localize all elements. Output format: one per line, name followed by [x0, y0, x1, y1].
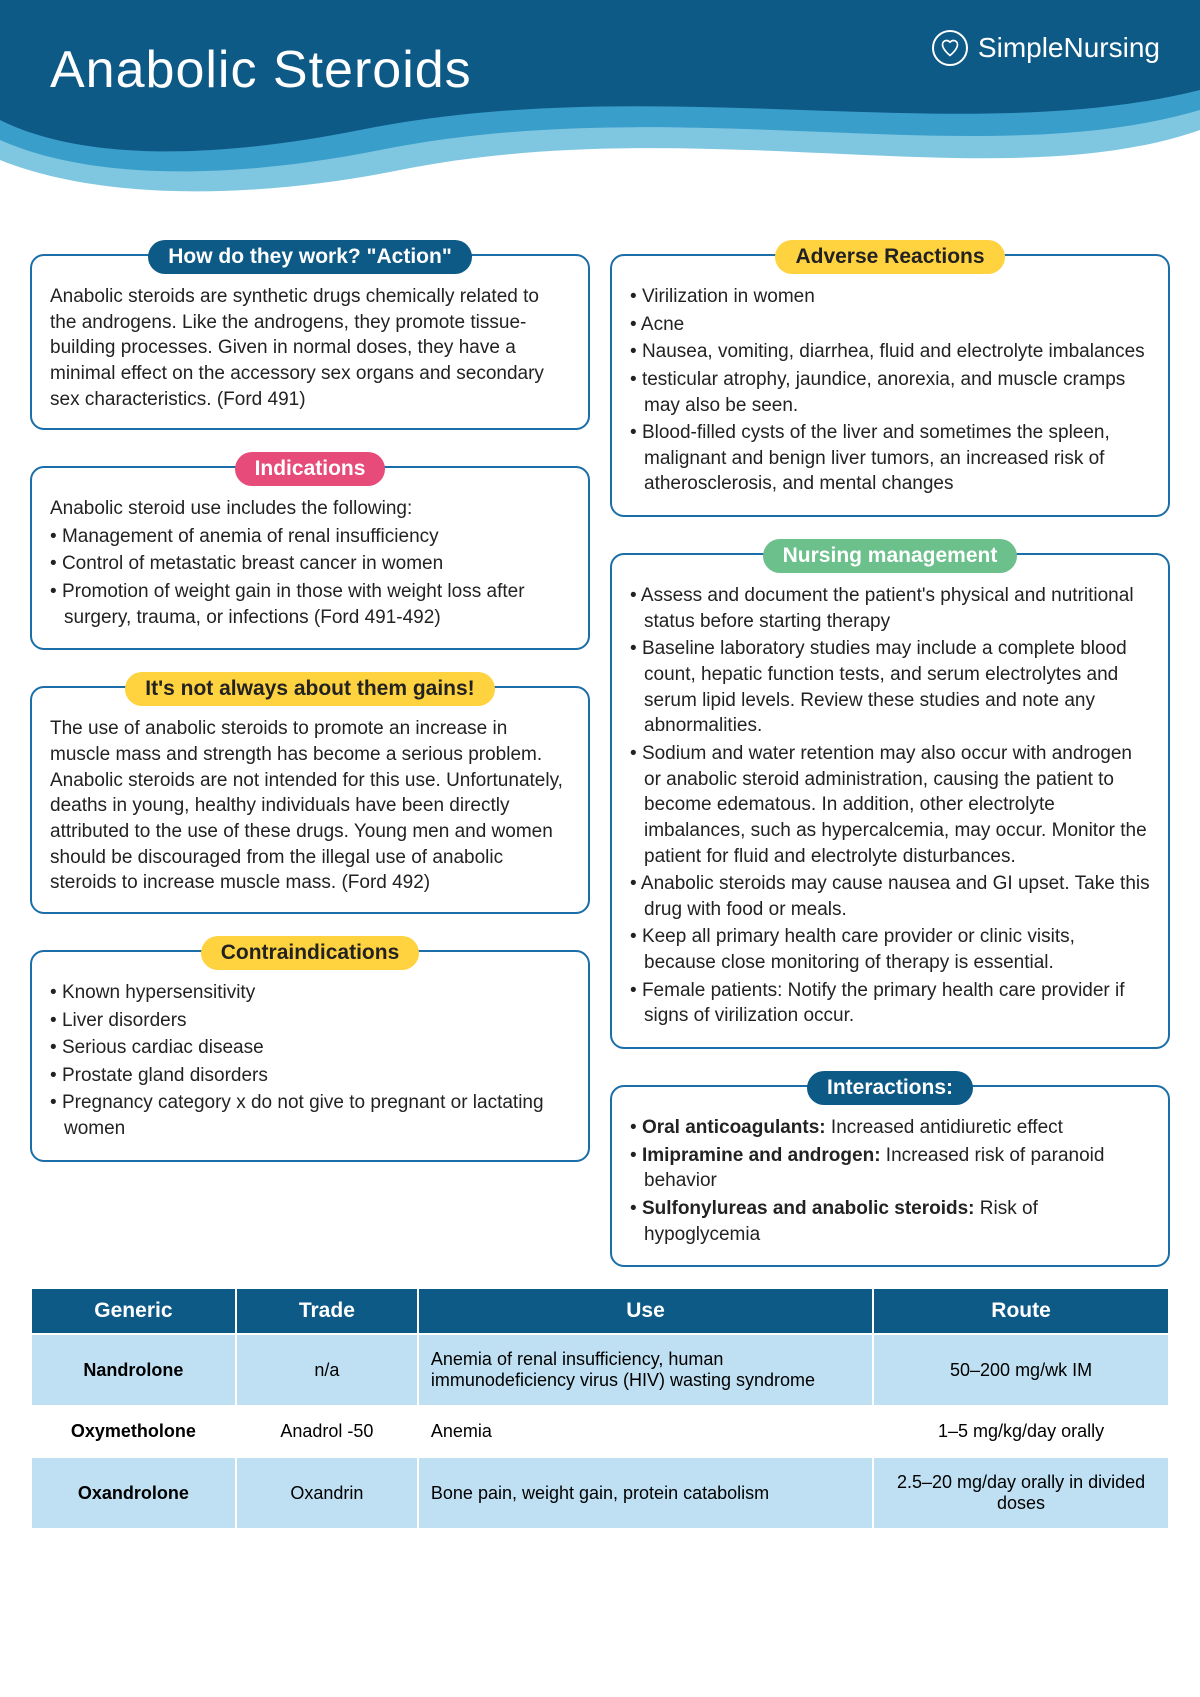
page-title: Anabolic Steroids: [50, 40, 472, 100]
list-item: Known hypersensitivity: [50, 980, 570, 1006]
table-cell: Nandrolone: [31, 1334, 236, 1406]
columns: How do they work? "Action" Anabolic ster…: [30, 240, 1170, 1267]
card-nursing: Nursing management Assess and document t…: [610, 553, 1170, 1049]
interaction-desc: Increased antidiuretic effect: [826, 1117, 1063, 1138]
list-item: Oral anticoagulants: Increased antidiure…: [630, 1115, 1150, 1141]
table-header-cell: Generic: [31, 1288, 236, 1334]
card-nursing-title: Nursing management: [763, 539, 1018, 573]
right-column: Adverse Reactions Virilization in womenA…: [610, 240, 1170, 1267]
drug-table-head: GenericTradeUseRoute: [31, 1288, 1169, 1334]
table-cell: Anadrol -50: [236, 1406, 418, 1457]
list-item: Acne: [630, 312, 1150, 338]
list-item: Prostate gland disorders: [50, 1063, 570, 1089]
table-header-cell: Trade: [236, 1288, 418, 1334]
list-item: Control of metastatic breast cancer in w…: [50, 551, 570, 577]
table-cell: 1–5 mg/kg/day orally: [873, 1406, 1169, 1457]
brand: SimpleNursing: [932, 30, 1160, 66]
contra-list: Known hypersensitivityLiver disordersSer…: [50, 980, 570, 1142]
card-action-body: Anabolic steroids are synthetic drugs ch…: [50, 284, 570, 412]
list-item: Baseline laboratory studies may include …: [630, 636, 1150, 739]
list-item: Management of anemia of renal insufficie…: [50, 524, 570, 550]
brand-heart-icon: [932, 30, 968, 66]
nursing-list: Assess and document the patient's physic…: [630, 583, 1150, 1029]
table-header-cell: Use: [418, 1288, 873, 1334]
card-interactions-body: Oral anticoagulants: Increased antidiure…: [630, 1115, 1150, 1247]
list-item: Anabolic steroids may cause nausea and G…: [630, 871, 1150, 922]
card-action-title: How do they work? "Action": [148, 240, 472, 274]
table-cell: 50–200 mg/wk IM: [873, 1334, 1169, 1406]
card-gains-body: The use of anabolic steroids to promote …: [50, 716, 570, 895]
drug-table-body: Nandrolonen/aAnemia of renal insufficien…: [31, 1334, 1169, 1529]
list-item: Promotion of weight gain in those with w…: [50, 579, 570, 630]
list-item: Serious cardiac disease: [50, 1035, 570, 1061]
card-interactions-title: Interactions:: [807, 1071, 973, 1105]
table-header-cell: Route: [873, 1288, 1169, 1334]
table-row: OxandroloneOxandrinBone pain, weight gai…: [31, 1457, 1169, 1529]
card-interactions: Interactions: Oral anticoagulants: Incre…: [610, 1085, 1170, 1267]
table-cell: Anemia of renal insufficiency, human imm…: [418, 1334, 873, 1406]
table-cell: Oxymetholone: [31, 1406, 236, 1457]
card-contra-title: Contraindications: [201, 936, 420, 970]
indications-list: Management of anemia of renal insufficie…: [50, 524, 570, 631]
card-indications: Indications Anabolic steroid use include…: [30, 466, 590, 650]
indications-intro: Anabolic steroid use includes the follow…: [50, 496, 570, 522]
list-item: Female patients: Notify the primary heal…: [630, 978, 1150, 1029]
list-item: Assess and document the patient's physic…: [630, 583, 1150, 634]
list-item: Blood-filled cysts of the liver and some…: [630, 420, 1150, 497]
interaction-term: Oral anticoagulants:: [642, 1117, 826, 1138]
interaction-term: Sulfonylureas and anabolic steroids:: [642, 1198, 975, 1219]
list-item: Imipramine and androgen: Increased risk …: [630, 1143, 1150, 1194]
drug-table: GenericTradeUseRoute Nandrolonen/aAnemia…: [30, 1287, 1170, 1530]
interaction-term: Imipramine and androgen:: [642, 1145, 881, 1166]
card-indications-body: Anabolic steroid use includes the follow…: [50, 496, 570, 630]
brand-text: SimpleNursing: [978, 32, 1160, 64]
card-nursing-body: Assess and document the patient's physic…: [630, 583, 1150, 1029]
card-adverse-title: Adverse Reactions: [775, 240, 1004, 274]
list-item: Sulfonylureas and anabolic steroids: Ris…: [630, 1196, 1150, 1247]
table-row: Nandrolonen/aAnemia of renal insufficien…: [31, 1334, 1169, 1406]
list-item: Nausea, vomiting, diarrhea, fluid and el…: [630, 339, 1150, 365]
list-item: Pregnancy category x do not give to preg…: [50, 1090, 570, 1141]
table-cell: n/a: [236, 1334, 418, 1406]
card-adverse: Adverse Reactions Virilization in womenA…: [610, 254, 1170, 517]
card-contra: Contraindications Known hypersensitivity…: [30, 950, 590, 1162]
card-contra-body: Known hypersensitivityLiver disordersSer…: [50, 980, 570, 1142]
page: Anabolic Steroids SimpleNursing How do t…: [0, 0, 1200, 1697]
table-cell: Oxandrolone: [31, 1457, 236, 1529]
list-item: Liver disorders: [50, 1008, 570, 1034]
interactions-list: Oral anticoagulants: Increased antidiure…: [630, 1115, 1150, 1247]
table-cell: Bone pain, weight gain, protein cataboli…: [418, 1457, 873, 1529]
card-gains: It's not always about them gains! The us…: [30, 686, 590, 913]
adverse-list: Virilization in womenAcneNausea, vomitin…: [630, 284, 1150, 497]
list-item: testicular atrophy, jaundice, anorexia, …: [630, 367, 1150, 418]
card-action: How do they work? "Action" Anabolic ster…: [30, 254, 590, 430]
table-cell: 2.5–20 mg/day orally in divided doses: [873, 1457, 1169, 1529]
card-adverse-body: Virilization in womenAcneNausea, vomitin…: [630, 284, 1150, 497]
list-item: Keep all primary health care provider or…: [630, 924, 1150, 975]
table-cell: Anemia: [418, 1406, 873, 1457]
drug-table-header-row: GenericTradeUseRoute: [31, 1288, 1169, 1334]
content-area: How do they work? "Action" Anabolic ster…: [30, 240, 1170, 1667]
list-item: Virilization in women: [630, 284, 1150, 310]
list-item: Sodium and water retention may also occu…: [630, 741, 1150, 869]
table-row: OxymetholoneAnadrol -50Anemia1–5 mg/kg/d…: [31, 1406, 1169, 1457]
card-gains-title: It's not always about them gains!: [125, 672, 494, 706]
card-indications-title: Indications: [235, 452, 386, 486]
left-column: How do they work? "Action" Anabolic ster…: [30, 240, 590, 1267]
table-cell: Oxandrin: [236, 1457, 418, 1529]
